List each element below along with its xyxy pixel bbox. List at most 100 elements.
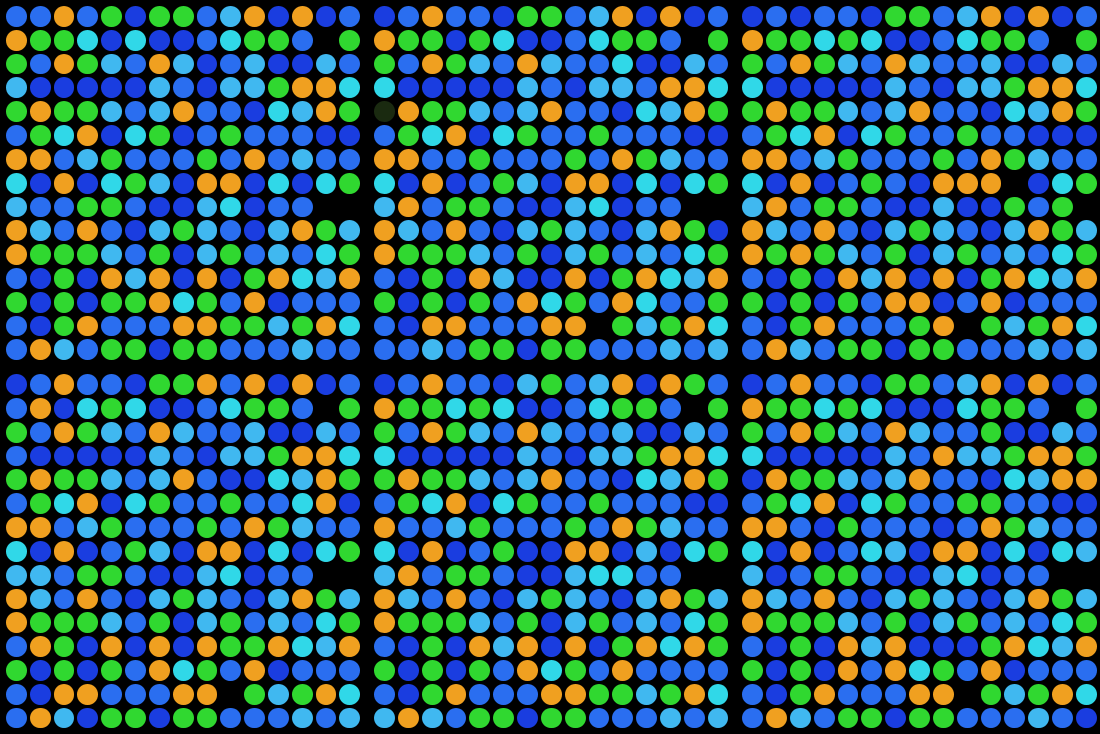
microarray-spot — [292, 469, 313, 490]
microarray-spot — [838, 684, 859, 705]
microarray-spot — [77, 125, 98, 146]
microarray-spot — [220, 244, 241, 265]
microarray-spot — [766, 173, 787, 194]
microarray-spot — [861, 708, 882, 729]
microarray-spot — [861, 374, 882, 395]
microarray-spot — [684, 469, 705, 490]
microarray-spot — [6, 565, 27, 586]
microarray-spot — [612, 446, 633, 467]
microarray-spot — [517, 422, 538, 443]
microarray-spot — [909, 30, 930, 51]
microarray-spot — [374, 565, 395, 586]
microarray-spot — [1076, 636, 1097, 657]
microarray-spot — [766, 541, 787, 562]
microarray-spot — [1076, 101, 1097, 122]
microarray-spot — [398, 6, 419, 27]
microarray-spot — [149, 541, 170, 562]
microarray-spot — [660, 684, 681, 705]
microarray-spot — [1028, 77, 1049, 98]
microarray-spot — [220, 339, 241, 360]
microarray-spot — [933, 493, 954, 514]
microarray-spot — [541, 101, 562, 122]
microarray-spot — [790, 708, 811, 729]
microarray-spot — [766, 339, 787, 360]
microarray-spot — [790, 77, 811, 98]
microarray-spot — [125, 77, 146, 98]
microarray-spot — [541, 565, 562, 586]
microarray-spot — [1028, 469, 1049, 490]
microarray-spot — [885, 30, 906, 51]
microarray-spot — [422, 612, 443, 633]
microarray-spot — [446, 684, 467, 705]
microarray-spot — [981, 708, 1002, 729]
microarray-spot — [933, 292, 954, 313]
microarray-spot — [1052, 173, 1073, 194]
microarray-spot — [197, 77, 218, 98]
microarray-spot — [589, 220, 610, 241]
microarray-spot — [517, 708, 538, 729]
microarray-spot — [101, 173, 122, 194]
microarray-spot — [612, 374, 633, 395]
microarray-spot — [493, 244, 514, 265]
microarray-spot — [77, 589, 98, 610]
microarray-spot — [292, 493, 313, 514]
microarray-spot — [1052, 708, 1073, 729]
microarray-spot — [446, 493, 467, 514]
microarray-spot — [54, 220, 75, 241]
microarray-spot — [244, 125, 265, 146]
microarray-spot — [149, 446, 170, 467]
microarray-spot — [790, 660, 811, 681]
microarray-spot — [565, 612, 586, 633]
microarray-spot — [316, 708, 337, 729]
microarray-spot — [101, 517, 122, 538]
microarray-spot — [30, 374, 51, 395]
microarray-spot — [589, 684, 610, 705]
microarray-spot — [54, 541, 75, 562]
microarray-spot — [173, 565, 194, 586]
microarray-spot — [1004, 197, 1025, 218]
microarray-spot — [933, 469, 954, 490]
microarray-spot — [1028, 493, 1049, 514]
microarray-spot — [565, 708, 586, 729]
microarray-spot — [173, 684, 194, 705]
microarray-spot — [101, 244, 122, 265]
microarray-spot — [981, 6, 1002, 27]
microarray-spot — [173, 636, 194, 657]
microarray-spot — [861, 612, 882, 633]
microarray-spot — [684, 541, 705, 562]
microarray-spot — [30, 125, 51, 146]
microarray-spot — [469, 6, 490, 27]
microarray-spot — [30, 446, 51, 467]
microarray-spot — [422, 292, 443, 313]
microarray-spot — [197, 149, 218, 170]
microarray-spot — [422, 422, 443, 443]
microarray-spot — [612, 316, 633, 337]
microarray-spot — [565, 6, 586, 27]
microarray-spot — [636, 684, 657, 705]
microarray-spot — [1028, 636, 1049, 657]
microarray-spot — [981, 339, 1002, 360]
microarray-spot — [398, 316, 419, 337]
microarray-spot — [1004, 374, 1025, 395]
microarray-spot — [30, 268, 51, 289]
microarray-spot — [660, 77, 681, 98]
microarray-spot — [469, 220, 490, 241]
microarray-spot — [493, 30, 514, 51]
microarray-spot — [909, 541, 930, 562]
microarray-spot — [422, 149, 443, 170]
microarray-spot — [766, 636, 787, 657]
microarray-spot — [125, 125, 146, 146]
microarray-spot — [636, 589, 657, 610]
microarray-spot — [54, 244, 75, 265]
microarray-spot — [766, 517, 787, 538]
microarray-spot — [173, 446, 194, 467]
microarray-spot — [149, 125, 170, 146]
microarray-spot — [636, 398, 657, 419]
microarray-spot — [541, 517, 562, 538]
microarray-spot — [125, 612, 146, 633]
microarray-spot — [885, 708, 906, 729]
microarray-spot — [636, 220, 657, 241]
microarray-spot — [339, 6, 360, 27]
microarray-spot — [54, 636, 75, 657]
microarray-spot — [374, 149, 395, 170]
